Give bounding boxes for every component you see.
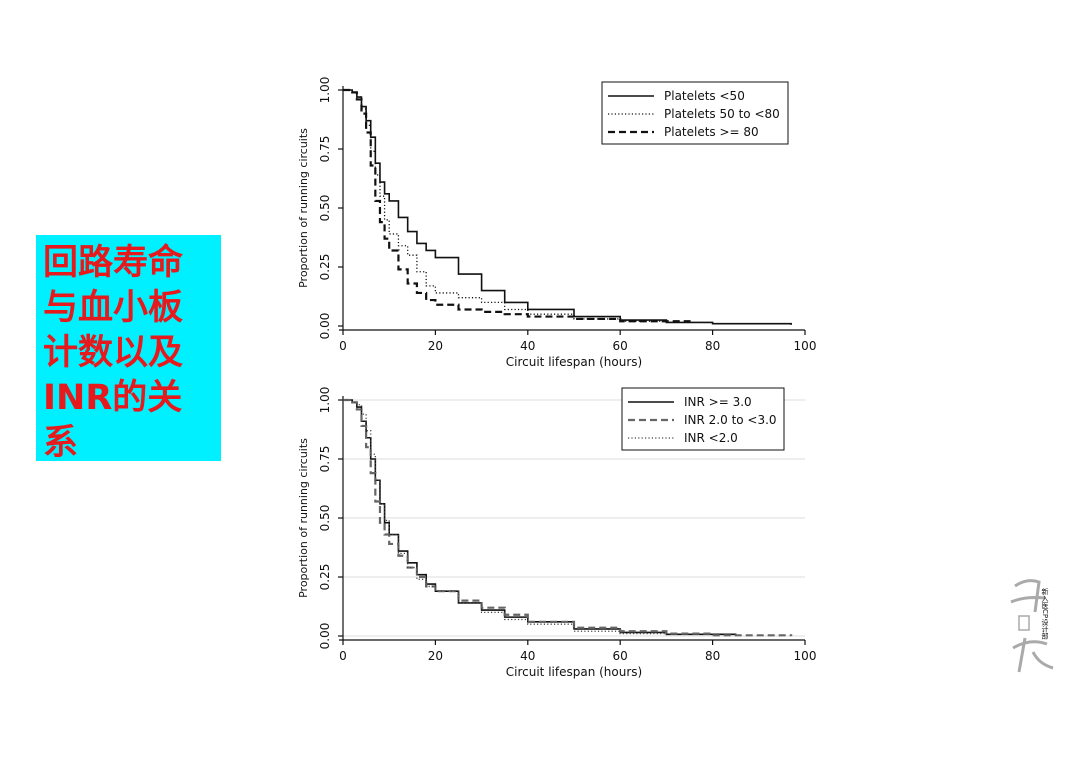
legend-label: Platelets >= 80 (664, 125, 759, 139)
x-tick-label: 20 (428, 339, 443, 353)
y-axis-label: Proportion of running circuits (297, 438, 310, 598)
legend-box (601, 81, 789, 145)
y-tick-label: 0.25 (318, 254, 332, 281)
legend-label: INR 2.0 to <3.0 (684, 413, 777, 427)
slide-title-line: 计数以及 (43, 333, 184, 373)
y-tick-label: 1.00 (318, 387, 332, 414)
x-tick-label: 40 (520, 339, 535, 353)
chart-platelets: 0.00 0.25 0.50 0.75 1.00 0 20 40 60 80 100 Circuit … (297, 77, 817, 369)
slide-title-line: INR的关 (43, 378, 183, 418)
x-tick-label: 60 (613, 649, 628, 663)
legend-box (621, 387, 785, 451)
x-tick-label: 20 (428, 649, 443, 663)
slide-title-line: 系 (43, 423, 79, 463)
slide-title-line: 回路寿命 (43, 243, 184, 283)
slide-title-line: 与血小板 (43, 288, 184, 328)
series-line-3 (343, 399, 668, 636)
x-axis-label: Circuit lifespan (hours) (506, 665, 642, 679)
x-tick-label: 60 (613, 339, 628, 353)
y-tick-label: 0.25 (318, 564, 332, 591)
legend-label: Platelets <50 (664, 89, 745, 103)
watermark-logo: 新入医CP设计部 (1010, 579, 1054, 673)
legend-label: Platelets 50 to <80 (664, 107, 780, 121)
y-tick-label: 0.00 (318, 623, 332, 650)
watermark-text: 新入医CP设计部 (1041, 587, 1049, 640)
y-tick-label: 0.75 (318, 446, 332, 473)
x-tick-label: 100 (794, 649, 817, 663)
x-tick-label: 80 (705, 649, 720, 663)
x-tick-label: 0 (339, 649, 347, 663)
series-line-2 (343, 398, 793, 637)
series-line-3 (343, 88, 691, 324)
slide-title-box: 回路寿命 与血小板 计数以及 INR的关 系 (36, 235, 221, 463)
x-tick-label: 80 (705, 339, 720, 353)
series-line-2 (343, 89, 668, 324)
y-tick-label: 0.50 (318, 195, 332, 222)
y-axis-label: Proportion of running circuits (297, 128, 310, 288)
legend-label: INR <2.0 (684, 431, 738, 445)
chart-inr: 0.00 0.25 0.50 0.75 1.00 0 20 40 60 80 100 Circuit … (297, 387, 817, 679)
y-tick-label: 0.50 (318, 505, 332, 532)
x-tick-label: 100 (794, 339, 817, 353)
x-tick-label: 0 (339, 339, 347, 353)
y-tick-label: 1.00 (318, 77, 332, 104)
y-tick-label: 0.00 (318, 313, 332, 340)
x-axis-label: Circuit lifespan (hours) (506, 355, 642, 369)
y-tick-label: 0.75 (318, 136, 332, 163)
x-tick-label: 40 (520, 649, 535, 663)
legend-label: INR >= 3.0 (684, 395, 752, 409)
